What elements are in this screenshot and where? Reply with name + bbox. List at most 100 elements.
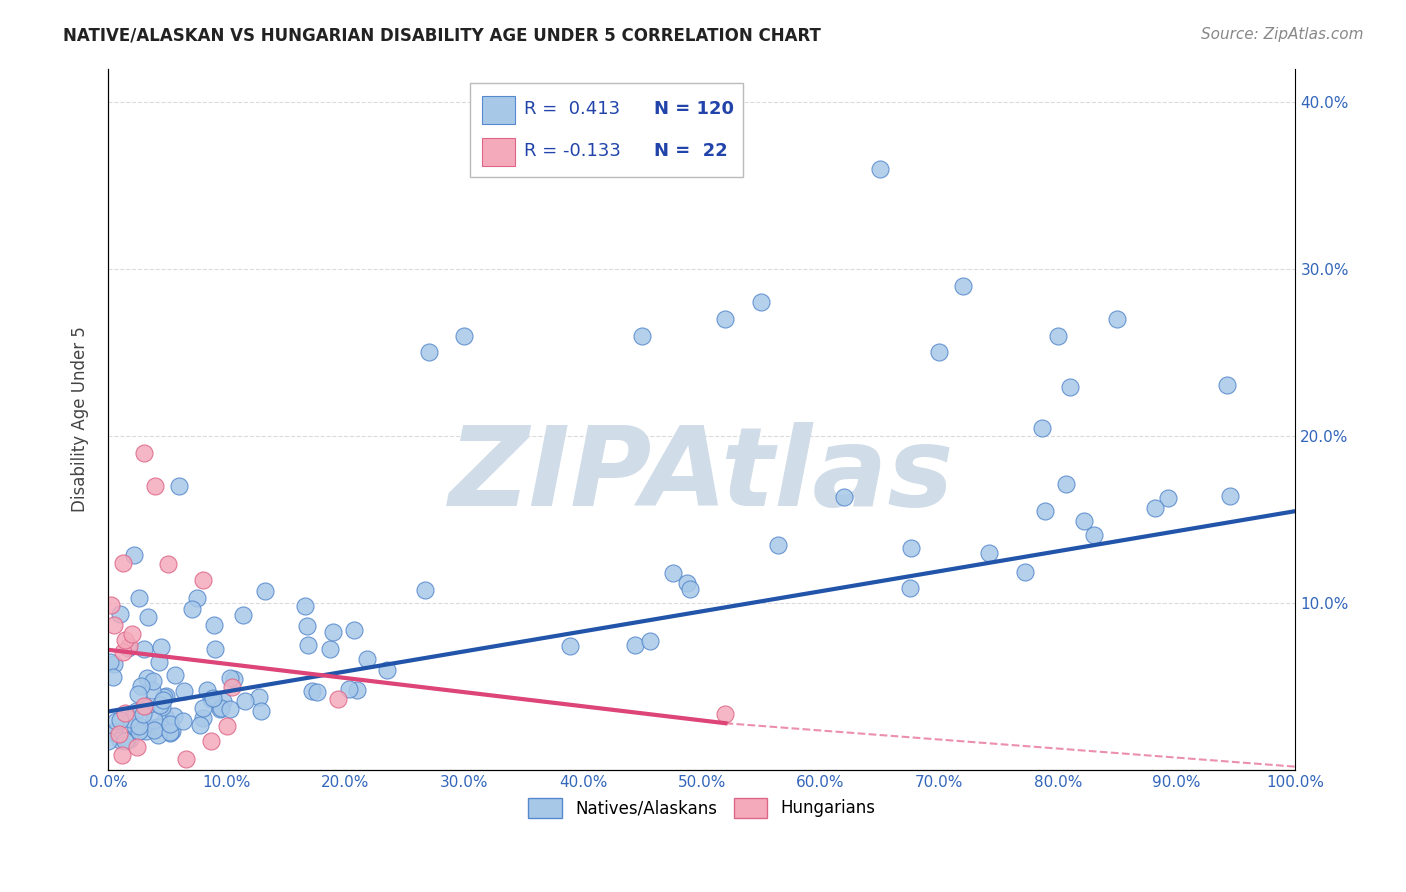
Point (146, 728, 169, 742)
Point (1219, 489, 1241, 503)
Point (714, 312, 737, 326)
Point (128, 719, 150, 733)
Point (200, 734, 222, 748)
Point (662, 566, 685, 581)
Point (97, 734, 120, 748)
Point (149, 698, 172, 713)
Point (155, 690, 177, 704)
Point (766, 538, 789, 552)
Point (215, 719, 238, 733)
Point (212, 694, 235, 708)
Point (135, 700, 157, 714)
Point (200, 692, 222, 706)
Point (1083, 528, 1105, 542)
Point (128, 723, 150, 738)
Point (98, 655, 121, 669)
Point (111, 747, 134, 762)
Point (142, 714, 165, 728)
Point (297, 638, 319, 652)
Point (188, 718, 211, 732)
Point (253, 583, 276, 598)
Text: N = 120: N = 120 (654, 100, 734, 118)
Point (150, 700, 173, 714)
Point (1031, 421, 1053, 435)
Point (167, 479, 190, 493)
Point (301, 683, 323, 698)
Point (148, 655, 170, 669)
Point (638, 634, 661, 648)
Point (121, 627, 143, 641)
Point (124, 719, 146, 733)
Point (631, 328, 654, 343)
Point (1014, 565, 1036, 579)
Point (155, 711, 177, 725)
Point (247, 690, 270, 705)
Text: R =  0.413: R = 0.413 (523, 100, 620, 118)
Point (250, 704, 273, 718)
Point (235, 694, 257, 708)
Point (143, 723, 166, 737)
Point (103, 724, 125, 739)
Point (343, 623, 366, 637)
Point (191, 711, 214, 725)
Point (129, 679, 152, 693)
Point (105, 714, 128, 728)
Point (900, 541, 922, 556)
Point (413, 582, 436, 597)
Point (174, 752, 197, 766)
Text: ZIPAtlas: ZIPAtlas (449, 422, 955, 529)
Point (114, 733, 136, 747)
Point (375, 663, 398, 677)
Point (112, 644, 135, 658)
Point (108, 713, 131, 727)
Point (159, 726, 181, 740)
Point (122, 548, 145, 562)
Point (676, 576, 699, 591)
Point (100, 598, 122, 612)
Point (219, 702, 242, 716)
Point (713, 707, 735, 722)
Point (136, 610, 159, 624)
Point (134, 642, 156, 657)
Point (118, 732, 141, 747)
Point (232, 608, 254, 623)
Point (157, 557, 180, 571)
Point (145, 479, 167, 493)
Point (110, 607, 132, 622)
Point (117, 640, 139, 655)
Point (679, 582, 702, 596)
Point (832, 490, 855, 504)
FancyBboxPatch shape (470, 83, 744, 178)
Point (952, 278, 974, 293)
Point (305, 685, 328, 699)
Point (114, 706, 136, 721)
Point (297, 619, 319, 633)
Text: R = -0.133: R = -0.133 (523, 143, 620, 161)
Point (128, 591, 150, 605)
Point (900, 581, 922, 595)
Point (1216, 377, 1239, 392)
Point (328, 692, 350, 706)
Point (1073, 514, 1095, 528)
Point (1144, 501, 1167, 516)
Point (150, 640, 173, 654)
Point (101, 670, 124, 684)
Point (132, 699, 155, 714)
Point (180, 601, 202, 615)
Point (159, 725, 181, 739)
Point (222, 672, 245, 686)
Point (356, 652, 378, 666)
Point (453, 328, 475, 343)
Point (337, 682, 360, 697)
Point (141, 682, 163, 697)
Point (1046, 328, 1069, 343)
Text: N =  22: N = 22 (654, 143, 728, 161)
Point (294, 599, 316, 613)
Point (127, 687, 149, 701)
Point (1033, 504, 1056, 518)
Point (103, 726, 125, 740)
Point (103, 618, 125, 632)
Point (120, 712, 142, 726)
Point (1107, 312, 1129, 326)
Point (624, 638, 647, 652)
